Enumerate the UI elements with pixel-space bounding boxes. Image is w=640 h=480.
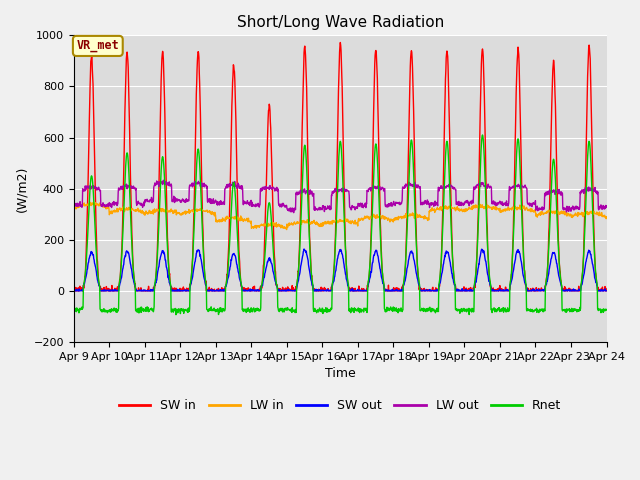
- LW out: [159, 177, 167, 183]
- SW in: [337, 40, 344, 46]
- Legend: SW in, LW in, SW out, LW out, Rnet: SW in, LW in, SW out, LW out, Rnet: [114, 394, 566, 417]
- SW out: [248, 287, 256, 293]
- Rnet: [540, 307, 548, 312]
- SW out: [175, 288, 183, 294]
- Rnet: [248, 309, 256, 315]
- Line: LW in: LW in: [74, 203, 607, 229]
- Rnet: [479, 132, 486, 138]
- SW out: [603, 288, 611, 294]
- Y-axis label: (W/m2): (W/m2): [15, 166, 28, 212]
- Rnet: [493, 307, 500, 313]
- LW out: [70, 204, 77, 209]
- LW in: [70, 204, 77, 209]
- LW in: [86, 200, 94, 205]
- LW out: [540, 206, 548, 212]
- LW in: [493, 206, 500, 212]
- Rnet: [189, 256, 196, 262]
- LW in: [540, 210, 548, 216]
- LW in: [189, 208, 196, 214]
- SW out: [70, 288, 77, 294]
- Text: VR_met: VR_met: [76, 39, 119, 52]
- SW in: [493, 288, 500, 294]
- LW out: [493, 202, 500, 207]
- SW in: [188, 263, 196, 268]
- SW in: [603, 288, 611, 294]
- SW in: [423, 288, 431, 293]
- SW out: [423, 288, 431, 294]
- LW out: [189, 184, 196, 190]
- Rnet: [70, 306, 77, 312]
- SW in: [70, 288, 77, 294]
- LW in: [176, 210, 184, 216]
- SW in: [175, 288, 183, 294]
- Rnet: [172, 312, 180, 318]
- LW out: [424, 197, 431, 203]
- Rnet: [423, 307, 431, 312]
- SW out: [540, 288, 547, 294]
- LW out: [290, 210, 298, 216]
- SW out: [493, 288, 500, 294]
- X-axis label: Time: Time: [324, 367, 355, 380]
- LW out: [603, 203, 611, 209]
- Rnet: [603, 307, 611, 313]
- Line: Rnet: Rnet: [74, 135, 607, 315]
- LW out: [248, 199, 256, 205]
- LW in: [248, 225, 256, 230]
- SW in: [248, 288, 256, 294]
- SW out: [188, 276, 196, 281]
- Line: SW out: SW out: [74, 249, 607, 291]
- LW out: [176, 197, 184, 203]
- SW in: [540, 288, 547, 294]
- LW in: [603, 214, 611, 220]
- LW in: [424, 216, 431, 222]
- Rnet: [176, 307, 184, 313]
- LW in: [283, 227, 291, 232]
- Line: LW out: LW out: [74, 180, 607, 213]
- SW out: [300, 246, 308, 252]
- Line: SW in: SW in: [74, 43, 607, 291]
- Title: Short/Long Wave Radiation: Short/Long Wave Radiation: [237, 15, 444, 30]
